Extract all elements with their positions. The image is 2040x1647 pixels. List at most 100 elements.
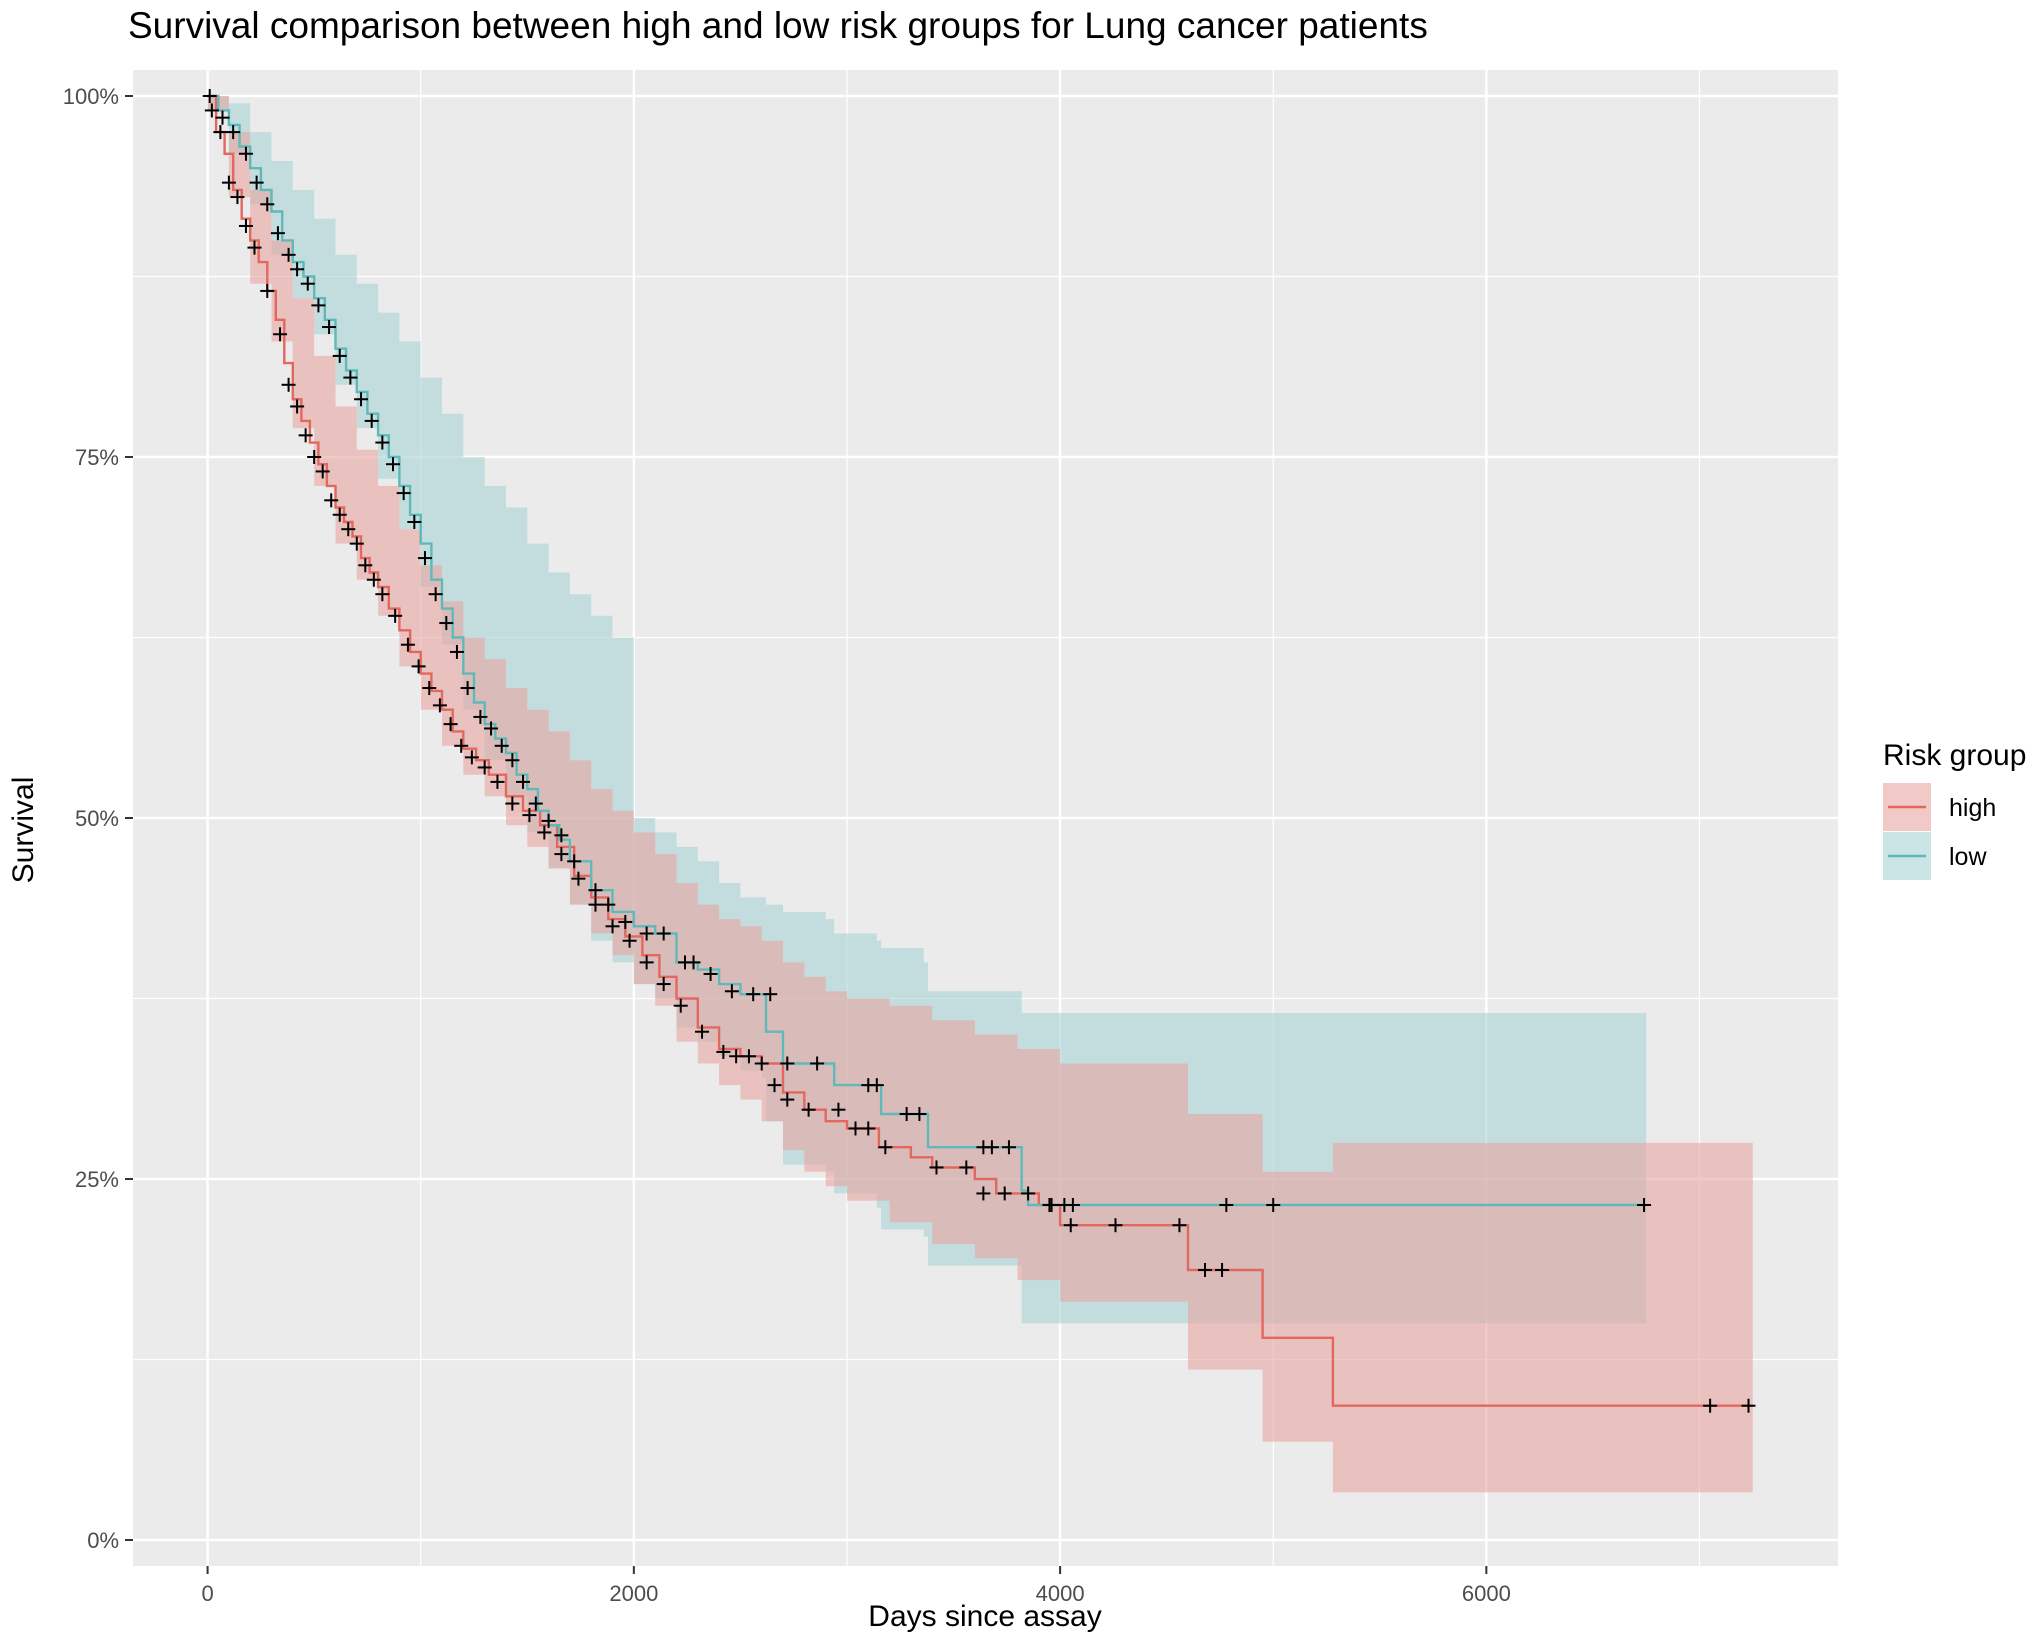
censor-mark-low xyxy=(1001,1140,1016,1155)
legend: Risk group high low xyxy=(1883,739,2026,880)
censor-mark-high xyxy=(341,522,356,537)
censor-mark-low xyxy=(997,1186,1012,1201)
censor-mark-high xyxy=(1172,1218,1187,1233)
legend-title: Risk group xyxy=(1883,739,2026,772)
censor-mark-high xyxy=(673,998,688,1013)
censor-mark-high xyxy=(831,1102,846,1117)
censor-mark-high xyxy=(554,847,569,862)
censor-mark-high xyxy=(780,1092,795,1107)
censor-mark-high xyxy=(247,240,262,255)
legend-label-low: low xyxy=(1949,843,1987,871)
legend-key-low xyxy=(1883,832,1931,880)
censor-mark-high xyxy=(349,536,364,551)
censor-mark-high xyxy=(375,587,390,602)
censor-mark-low xyxy=(417,551,432,566)
censor-mark-low xyxy=(375,435,390,450)
censor-mark-high xyxy=(959,1160,974,1175)
censor-mark-high xyxy=(848,1121,863,1136)
censor-mark-high xyxy=(861,1121,876,1136)
x-tick-label: 6000 xyxy=(1462,1581,1511,1606)
censor-mark-low xyxy=(1042,1197,1057,1212)
censor-mark-low xyxy=(407,514,422,529)
censor-mark-low xyxy=(322,320,337,335)
confidence-bands xyxy=(207,96,1753,1493)
censor-mark-high xyxy=(588,897,603,912)
censor-mark-low xyxy=(460,681,475,696)
censor-mark-high xyxy=(1741,1398,1756,1413)
censor-mark-high xyxy=(290,399,305,414)
x-axis-title: Days since assay xyxy=(868,1600,1101,1633)
censor-mark-high xyxy=(273,327,288,342)
censor-mark-low xyxy=(300,276,315,291)
censor-mark-low xyxy=(238,146,253,161)
censor-mark-low xyxy=(869,1078,884,1093)
censor-mark-high xyxy=(298,428,313,443)
censor-mark-high xyxy=(260,283,275,298)
censor-mark-low xyxy=(976,1186,991,1201)
censor-mark-low xyxy=(656,926,671,941)
censor-mark-low xyxy=(473,709,488,724)
censor-mark-low xyxy=(810,1056,825,1071)
censor-mark-high xyxy=(801,1102,816,1117)
confidence-band-high xyxy=(207,96,1753,1493)
x-tick-label: 4000 xyxy=(1036,1581,1085,1606)
censor-mark-high xyxy=(238,218,253,233)
censor-mark-low xyxy=(484,721,499,736)
censor-mark-high xyxy=(522,808,537,823)
censor-mark-high xyxy=(729,1049,744,1064)
censor-mark-low xyxy=(226,125,241,140)
y-tick-label: 75% xyxy=(75,445,119,470)
y-axis-title: Survival xyxy=(7,777,40,884)
censor-mark-low xyxy=(281,247,296,262)
censor-mark-low xyxy=(343,370,358,385)
censor-mark-high xyxy=(324,493,339,508)
censor-mark-high xyxy=(454,738,469,753)
censor-mark-low xyxy=(746,987,761,1002)
censor-mark-high xyxy=(230,190,245,205)
censor-mark-high xyxy=(929,1160,944,1175)
censor-mark-high xyxy=(1063,1218,1078,1233)
censor-mark-high xyxy=(307,449,322,464)
censor-mark-low xyxy=(449,644,464,659)
y-tick-label: 50% xyxy=(75,806,119,831)
legend-label-high: high xyxy=(1949,794,1996,822)
censor-mark-high xyxy=(204,103,219,118)
censor-mark-low xyxy=(270,226,285,241)
censor-mark-low xyxy=(332,348,347,363)
confidence-band-low xyxy=(207,96,1647,1324)
censor-mark-high xyxy=(639,955,654,970)
censor-mark-high xyxy=(741,1049,756,1064)
censor-mark-low xyxy=(618,914,633,929)
censor-mark-low xyxy=(984,1140,999,1155)
censor-mark-low xyxy=(567,854,582,869)
censor-mark-low xyxy=(588,883,603,898)
censor-mark-high xyxy=(432,698,447,713)
x-axis: 0 2000 4000 6000 xyxy=(201,1566,1511,1606)
censor-mark-low xyxy=(601,897,616,912)
censor-mark-high xyxy=(622,933,637,948)
censor-mark-high xyxy=(656,977,671,992)
censor-mark-low xyxy=(494,738,509,753)
x-tick-label: 2000 xyxy=(609,1581,658,1606)
censor-mark-high xyxy=(358,558,373,573)
censor-mark-high xyxy=(281,377,296,392)
censor-mark-high xyxy=(443,717,458,732)
y-axis: 0% 25% 50% 75% 100% xyxy=(63,84,133,1553)
censor-mark-high xyxy=(1198,1262,1213,1277)
censor-mark-low xyxy=(202,88,217,103)
censor-mark-high xyxy=(411,659,426,674)
censor-mark-low xyxy=(1637,1197,1652,1212)
censor-mark-low xyxy=(215,110,230,125)
legend-key-high xyxy=(1883,783,1931,831)
y-tick-label: 25% xyxy=(75,1167,119,1192)
censor-mark-high xyxy=(388,608,403,623)
censor-mark-high xyxy=(605,919,620,934)
y-tick-label: 100% xyxy=(63,84,119,109)
censor-mark-high xyxy=(767,1078,782,1093)
censor-mark-high xyxy=(571,871,586,886)
censor-mark-low xyxy=(1219,1197,1234,1212)
censor-mark-low xyxy=(703,966,718,981)
censor-marks xyxy=(202,88,1756,1413)
